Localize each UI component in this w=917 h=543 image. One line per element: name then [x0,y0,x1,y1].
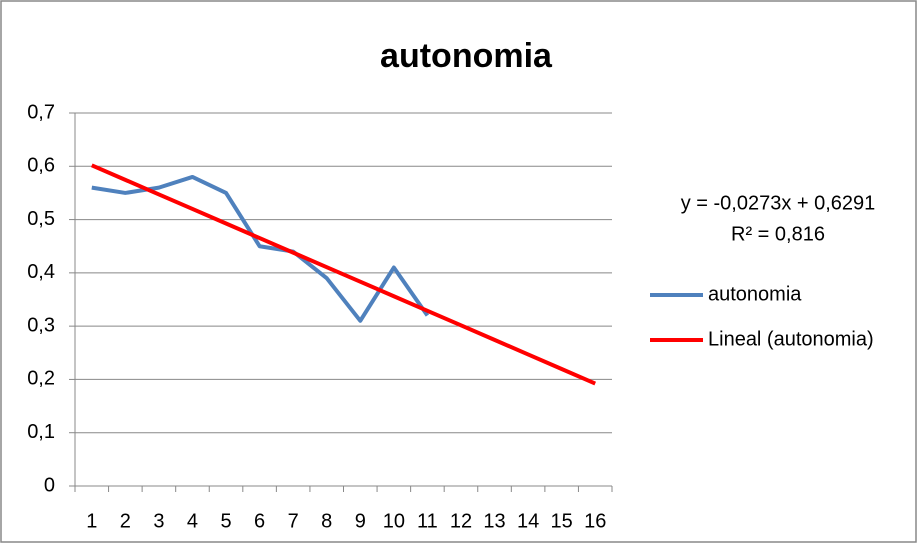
y-tick-label: 0,7 [27,101,55,123]
x-tick-label: 4 [187,510,198,532]
y-tick-label: 0,1 [27,421,55,443]
x-tick-label: 5 [220,510,231,532]
x-tick-label: 12 [450,510,472,532]
x-tick-label: 11 [417,510,438,532]
x-tick-label: 13 [483,510,505,532]
x-tick-label: 3 [153,510,164,532]
x-tick-label: 15 [551,510,573,532]
legend-label: autonomia [708,283,802,305]
x-tick-label: 8 [321,510,332,532]
x-tick-label: 14 [517,510,539,532]
series-line [90,163,597,386]
chart-title: autonomia [380,37,553,75]
y-tick-label: 0,3 [27,314,55,336]
y-tick-label: 0,2 [27,368,55,390]
y-tick-label: 0 [44,474,55,496]
y-tick-label: 0,6 [27,155,55,177]
trendline-equation: y = -0,0273x + 0,6291 [681,192,876,214]
x-tick-label: 10 [383,510,405,532]
x-tick-label: 6 [254,510,265,532]
x-tick-label: 16 [584,510,606,532]
y-tick-label: 0,5 [27,208,55,230]
x-tick-label: 9 [355,510,366,532]
legend-label: Lineal (autonomia) [708,328,874,350]
x-tick-label: 7 [288,510,299,532]
x-tick-label: 1 [86,510,97,532]
trendline-r2: R² = 0,816 [731,223,825,245]
x-tick-label: 2 [120,510,131,532]
y-tick-label: 0,4 [27,261,55,283]
